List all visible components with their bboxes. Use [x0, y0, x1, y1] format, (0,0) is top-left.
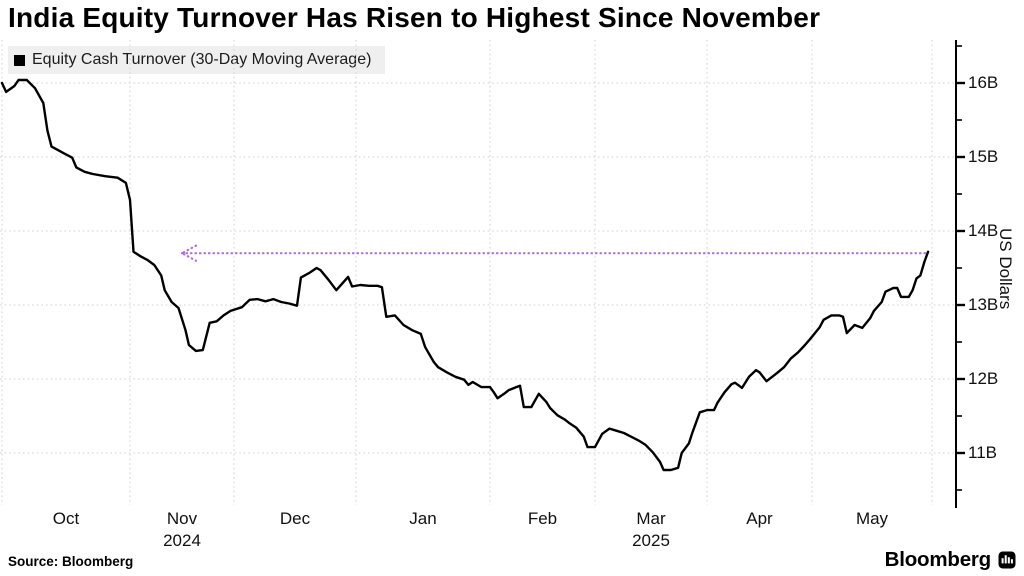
legend: Equity Cash Turnover (30-Day Moving Aver…	[8, 46, 386, 74]
legend-swatch-icon	[14, 54, 25, 66]
x-tick-label: Nov	[166, 509, 198, 528]
x-year-label: 2024	[163, 531, 201, 550]
y-tick-label: 12B	[968, 369, 999, 388]
bloomberg-wordmark: Bloomberg	[884, 548, 992, 571]
y-tick-label: 14B	[968, 221, 999, 240]
x-tick-label: Jan	[409, 509, 437, 528]
x-tick-label: Feb	[527, 509, 558, 528]
y-axis-title: US Dollars	[996, 228, 1015, 310]
annotation-arrow-head	[179, 244, 198, 262]
y-tick-label: 13B	[968, 295, 999, 314]
y-tick-label: 16B	[968, 73, 999, 92]
bloomberg-logo-icon	[998, 551, 1016, 569]
data-line-series	[0, 78, 930, 472]
y-tick-label: 15B	[968, 147, 999, 166]
x-tick-label: Mar	[636, 509, 666, 528]
x-year-label: 2025	[632, 531, 670, 550]
y-tick-label: 11B	[968, 443, 997, 462]
x-tick-label: Oct	[52, 509, 80, 528]
source-credit: Source: Bloomberg	[8, 554, 134, 569]
chart-title: India Equity Turnover Has Risen to Highe…	[8, 2, 821, 33]
bloomberg-brand: Bloomberg	[885, 548, 1016, 572]
x-tick-label: Apr	[746, 509, 773, 528]
legend-label: Equity Cash Turnover (30-Day Moving Aver…	[32, 51, 372, 68]
x-tick-label: Dec	[279, 509, 311, 528]
x-tick-label: May	[855, 509, 889, 528]
